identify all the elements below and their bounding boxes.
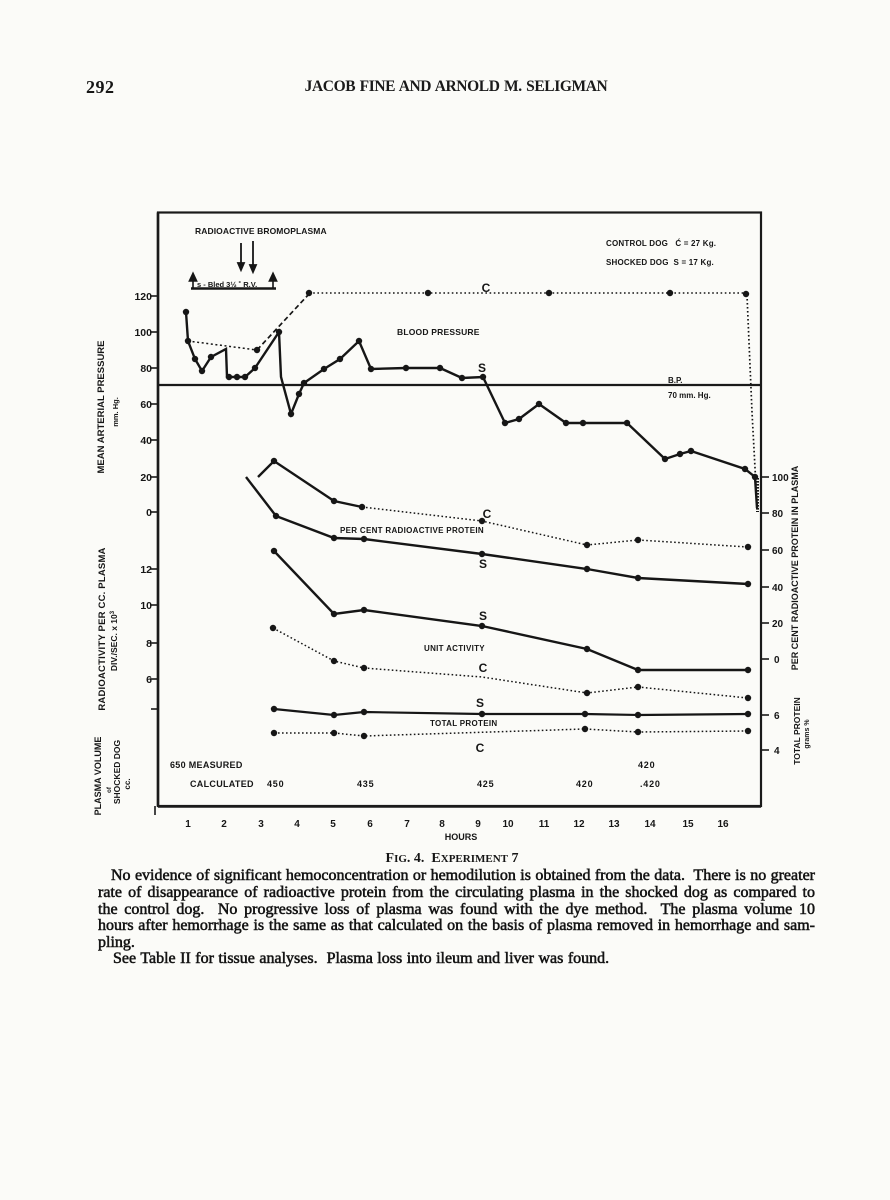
svg-text:650 MEASURED: 650 MEASURED: [170, 760, 243, 770]
svg-text:12: 12: [573, 819, 585, 830]
svg-text:435: 435: [357, 779, 374, 789]
svg-text:11: 11: [539, 819, 550, 830]
svg-text:8: 8: [146, 638, 152, 650]
svg-text:PER CENT RADIOACTIVE PROTEIN I: PER CENT RADIOACTIVE PROTEIN IN PLASMA: [790, 465, 800, 670]
svg-text:DIV./SEC. x 103: DIV./SEC. x 103: [109, 610, 119, 671]
svg-text:S: S: [478, 361, 486, 375]
svg-text:15: 15: [682, 819, 694, 830]
svg-text:60: 60: [772, 546, 784, 557]
svg-text:HOURS: HOURS: [445, 832, 478, 842]
svg-text:80: 80: [772, 509, 784, 520]
svg-text:MEAN ARTERIAL PRESSURE: MEAN ARTERIAL PRESSURE: [96, 340, 107, 473]
svg-text:SHOCKED DOG: SHOCKED DOG: [112, 740, 122, 805]
svg-text:B.P.: B.P.: [668, 376, 683, 385]
svg-text:40: 40: [140, 435, 152, 447]
svg-text:450: 450: [267, 779, 284, 789]
svg-text:40: 40: [772, 583, 784, 594]
svg-text:BLOOD PRESSURE: BLOOD PRESSURE: [397, 327, 480, 337]
svg-text:6: 6: [774, 711, 780, 722]
svg-text:12: 12: [140, 564, 152, 576]
svg-text:TOTAL PROTEIN: TOTAL PROTEIN: [430, 719, 497, 728]
svg-text:20: 20: [772, 619, 784, 630]
svg-text:C: C: [482, 281, 491, 295]
svg-text:2: 2: [221, 819, 227, 830]
svg-text:CONTROL DOG Ć = 27 Kg.: CONTROL DOG Ć = 27 Kg.: [606, 239, 716, 248]
svg-text:16: 16: [717, 819, 729, 830]
svg-text:60: 60: [140, 399, 152, 411]
svg-text:10: 10: [502, 819, 514, 830]
svg-text:4: 4: [774, 746, 780, 757]
svg-text:420: 420: [638, 760, 655, 770]
svg-text:CALCULATED: CALCULATED: [190, 779, 254, 789]
svg-text:10: 10: [140, 600, 152, 612]
svg-text:0: 0: [146, 507, 152, 519]
svg-text:cc.: cc.: [123, 778, 132, 789]
svg-text:S: S: [479, 557, 487, 571]
svg-text:of: of: [107, 786, 113, 793]
svg-text:420: 420: [576, 779, 593, 789]
svg-text:RADIOACTIVE BROMOPLASMA: RADIOACTIVE BROMOPLASMA: [195, 226, 327, 236]
svg-text:SHOCKED DOG S = 17 Kg.: SHOCKED DOG S = 17 Kg.: [606, 258, 714, 267]
svg-text:8: 8: [439, 819, 445, 830]
svg-text:mm. Hg.: mm. Hg.: [111, 397, 120, 427]
svg-text:S: S: [479, 609, 487, 623]
svg-text:PER CENT RADIOACTIVE PROTEIN: PER CENT RADIOACTIVE PROTEIN: [340, 526, 484, 535]
svg-text:C: C: [479, 661, 488, 675]
svg-text:80: 80: [140, 363, 152, 375]
svg-text:120: 120: [134, 291, 152, 303]
svg-text:70 mm. Hg.: 70 mm. Hg.: [668, 391, 711, 400]
svg-text:1: 1: [185, 819, 191, 830]
svg-text:UNIT ACTIVITY: UNIT ACTIVITY: [424, 644, 485, 653]
svg-text:4: 4: [294, 819, 300, 830]
svg-text:6: 6: [367, 819, 373, 830]
svg-text:13: 13: [608, 819, 620, 830]
svg-text:20: 20: [140, 472, 152, 484]
svg-text:5: 5: [330, 819, 336, 830]
svg-text:PLASMA VOLUME: PLASMA VOLUME: [93, 737, 103, 816]
svg-text:grams %: grams %: [804, 719, 811, 749]
svg-text:s - Bled 3½ ˚ R.V.: s - Bled 3½ ˚ R.V.: [197, 280, 257, 289]
svg-text:425: 425: [477, 779, 494, 789]
svg-text:RADIOACTIVITY PER CC. PLASMA: RADIOACTIVITY PER CC. PLASMA: [97, 547, 108, 710]
svg-text:6: 6: [146, 674, 152, 686]
svg-text:100: 100: [772, 473, 789, 484]
svg-text:C: C: [483, 507, 492, 521]
svg-text:100: 100: [134, 327, 152, 339]
svg-text:7: 7: [404, 819, 410, 830]
svg-text:14: 14: [644, 819, 656, 830]
svg-text:S: S: [476, 696, 484, 710]
svg-text:TOTAL PROTEIN: TOTAL PROTEIN: [792, 697, 802, 765]
svg-text:C: C: [476, 741, 485, 755]
svg-text:3: 3: [258, 819, 264, 830]
svg-text:0: 0: [774, 655, 780, 666]
svg-text:9: 9: [475, 819, 481, 830]
svg-text:.420: .420: [640, 779, 661, 789]
